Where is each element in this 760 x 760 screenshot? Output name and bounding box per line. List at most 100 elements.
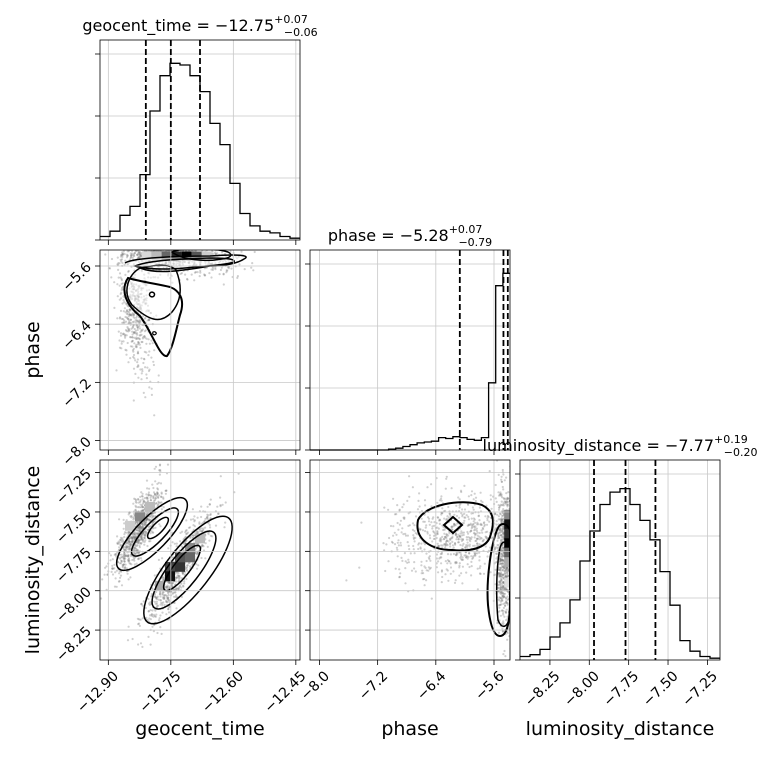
sample-point <box>209 246 211 248</box>
sample-point <box>517 533 519 535</box>
sample-point <box>496 539 499 542</box>
sample-point <box>535 575 537 577</box>
sample-point <box>130 536 133 539</box>
sample-point <box>127 545 131 548</box>
sample-point <box>502 585 505 588</box>
sample-point <box>209 513 212 517</box>
sample-point <box>132 320 135 323</box>
sample-point <box>136 326 139 329</box>
sample-point <box>116 542 119 545</box>
sample-point <box>140 495 144 498</box>
sample-point <box>145 351 148 354</box>
sample-point <box>143 330 146 333</box>
sample-point <box>159 591 162 595</box>
sample-point <box>505 568 508 571</box>
sample-point <box>206 505 209 508</box>
sample-point <box>134 250 137 253</box>
sample-point <box>156 492 159 495</box>
sample-point <box>131 340 134 343</box>
sample-point <box>477 515 480 518</box>
sample-point <box>104 253 107 256</box>
sample-point <box>154 602 157 605</box>
sample-point <box>121 555 125 558</box>
sample-point <box>156 487 159 490</box>
sample-point <box>180 545 183 548</box>
sample-point <box>512 545 514 547</box>
sample-point <box>505 572 508 575</box>
sample-point <box>498 572 501 575</box>
sample-point <box>486 530 489 533</box>
sample-point <box>131 540 134 543</box>
sample-point <box>508 508 510 511</box>
sample-point <box>138 529 141 532</box>
sample-point <box>144 521 147 524</box>
sample-point <box>152 491 156 494</box>
sample-point <box>497 573 500 577</box>
sample-point <box>124 543 127 546</box>
sample-point <box>505 575 508 578</box>
contour-phase-ld-core-group <box>442 515 464 535</box>
sample-point <box>435 566 438 569</box>
sample-point <box>412 548 415 551</box>
sample-point <box>141 370 144 373</box>
sample-point <box>148 525 151 528</box>
sample-point <box>398 509 401 512</box>
sample-point <box>203 520 206 523</box>
sample-point <box>125 312 129 315</box>
sample-point <box>154 497 157 500</box>
sample-point <box>113 281 116 284</box>
sample-point <box>501 533 504 536</box>
sample-point <box>511 556 513 558</box>
sample-point <box>141 247 143 249</box>
sample-point <box>159 501 162 504</box>
sample-point <box>546 547 548 549</box>
sample-point <box>120 258 124 261</box>
sample-point <box>433 534 436 538</box>
sample-point <box>141 533 144 536</box>
sample-point <box>141 527 144 530</box>
tick-label-luminosity_distance: −7.50 <box>53 505 95 547</box>
sample-point <box>202 527 205 530</box>
sample-point <box>125 349 128 352</box>
sample-point <box>497 604 500 607</box>
sample-point <box>514 587 516 589</box>
sample-point <box>138 319 141 322</box>
sample-point <box>121 254 124 257</box>
sample-point <box>466 557 469 560</box>
sample-point <box>139 618 142 621</box>
sample-point <box>151 522 154 525</box>
sample-point <box>437 527 440 530</box>
sample-point <box>146 517 149 520</box>
sample-point <box>140 538 143 541</box>
sample-point <box>131 558 134 562</box>
sample-point <box>132 502 135 505</box>
sample-point <box>194 250 198 252</box>
sample-point <box>515 490 517 492</box>
sample-point <box>123 545 126 548</box>
sample-point <box>499 592 502 596</box>
sample-point <box>131 321 134 324</box>
sample-point <box>126 545 129 548</box>
sample-point <box>141 617 144 620</box>
sample-point <box>152 527 155 530</box>
sample-point <box>180 582 183 585</box>
sample-point <box>451 528 454 531</box>
axes-frame-phase-luminosity_distance <box>309 459 511 661</box>
sample-point <box>501 591 504 594</box>
sample-point <box>113 306 116 309</box>
sample-point <box>129 314 132 317</box>
sample-point <box>133 553 136 556</box>
sample-point <box>480 529 483 532</box>
sample-point <box>117 268 120 271</box>
sample-point <box>133 536 136 539</box>
sample-point <box>172 247 174 249</box>
sample-point <box>475 537 478 541</box>
sample-point <box>500 494 503 497</box>
sample-point <box>203 273 206 276</box>
sample-point <box>165 586 168 590</box>
sample-point <box>507 590 510 593</box>
sample-point <box>511 619 513 621</box>
sample-point <box>138 253 141 256</box>
sample-point <box>151 516 154 519</box>
sample-point <box>131 540 134 544</box>
